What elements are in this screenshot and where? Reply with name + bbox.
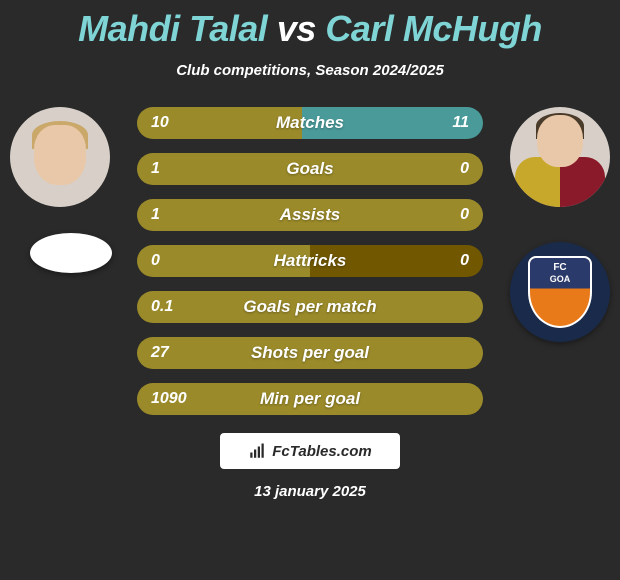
stat-label: Hattricks (137, 245, 483, 277)
fc-goa-shield-icon (528, 256, 592, 328)
stat-row: Assists1 0 (137, 199, 483, 231)
stat-value-left: 0.1 (151, 291, 173, 323)
comparison-title: Mahdi Talal vs Carl McHugh (0, 0, 620, 50)
stat-value-right: 0 (460, 153, 469, 185)
stat-label: Goals (137, 153, 483, 185)
brand-text: FcTables.com (272, 443, 371, 460)
stat-value-left: 27 (151, 337, 169, 369)
player1-club-badge (30, 233, 112, 273)
player1-name: Mahdi Talal (78, 8, 267, 49)
stat-label: Goals per match (137, 291, 483, 323)
avatar-head (34, 125, 86, 185)
stat-value-right: 0 (460, 199, 469, 231)
player1-avatar (10, 107, 110, 207)
stats-area: Matches1011Goals10Assists10Hattricks00Go… (0, 107, 620, 415)
stat-row: Goals per match0.1 (137, 291, 483, 323)
stat-row: Shots per goal27 (137, 337, 483, 369)
stat-value-left: 1 (151, 199, 160, 231)
stat-label: Shots per goal (137, 337, 483, 369)
stat-row: Matches10 11 (137, 107, 483, 139)
player2-club-badge (510, 242, 610, 342)
stat-row: Min per goal1090 (137, 383, 483, 415)
stat-row: Goals1 0 (137, 153, 483, 185)
bar-chart-icon (248, 442, 266, 460)
vs-label: vs (277, 8, 316, 49)
stat-row: Hattricks0 0 (137, 245, 483, 277)
stat-label: Matches (137, 107, 483, 139)
brand-badge: FcTables.com (220, 433, 400, 469)
stat-value-left: 1 (151, 153, 160, 185)
subtitle: Club competitions, Season 2024/2025 (0, 62, 620, 79)
player2-name: Carl McHugh (325, 8, 542, 49)
avatar-head (537, 115, 583, 167)
stat-label: Assists (137, 199, 483, 231)
stat-value-left: 10 (151, 107, 169, 139)
stat-value-right: 11 (452, 107, 469, 139)
stat-value-left: 0 (151, 245, 160, 277)
player2-avatar (510, 107, 610, 207)
stat-label: Min per goal (137, 383, 483, 415)
footer-date: 13 january 2025 (0, 483, 620, 500)
stat-value-right: 0 (460, 245, 469, 277)
stat-value-left: 1090 (151, 383, 187, 415)
stat-rows: Matches1011Goals10Assists10Hattricks00Go… (137, 107, 483, 415)
